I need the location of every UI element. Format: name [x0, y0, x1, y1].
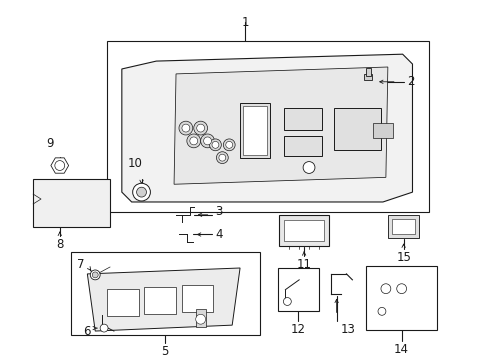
Bar [284, 136, 321, 156]
Bar [391, 219, 415, 234]
Bar [364, 74, 371, 80]
Polygon shape [87, 268, 240, 331]
Bar [107, 41, 428, 212]
Text: 13: 13 [340, 323, 355, 336]
Circle shape [193, 121, 207, 135]
Text: 4: 4 [215, 228, 223, 241]
Bar [33, 179, 110, 226]
Bar [365, 68, 370, 76]
Text: 15: 15 [395, 251, 410, 264]
Circle shape [203, 137, 211, 145]
Circle shape [223, 139, 235, 151]
Text: 6: 6 [82, 325, 90, 338]
Bar [243, 107, 266, 155]
Circle shape [219, 154, 225, 161]
Circle shape [90, 270, 100, 280]
Bar [387, 215, 419, 238]
Circle shape [186, 134, 200, 148]
Text: 5: 5 [161, 345, 168, 358]
Circle shape [92, 272, 98, 278]
Bar [240, 103, 269, 158]
Bar [277, 268, 318, 311]
Circle shape [195, 314, 205, 324]
Bar [284, 220, 323, 242]
Bar [366, 266, 436, 330]
Circle shape [303, 162, 314, 174]
Circle shape [196, 124, 204, 132]
Bar [284, 108, 321, 130]
Polygon shape [174, 67, 387, 184]
Text: 10: 10 [127, 157, 142, 170]
Circle shape [225, 141, 232, 148]
Circle shape [200, 134, 214, 148]
Circle shape [396, 284, 406, 294]
Bar [279, 215, 328, 246]
Bar [195, 309, 205, 327]
Text: 9: 9 [46, 137, 54, 150]
Circle shape [380, 284, 390, 294]
Text: 14: 14 [393, 343, 408, 356]
Bar [182, 285, 213, 312]
Text: 8: 8 [56, 238, 63, 251]
Circle shape [100, 324, 108, 332]
Circle shape [283, 298, 291, 305]
Circle shape [182, 124, 189, 132]
Bar [372, 123, 392, 138]
Circle shape [136, 187, 146, 197]
Polygon shape [51, 158, 68, 173]
Text: 1: 1 [241, 16, 248, 29]
Circle shape [209, 139, 221, 151]
Circle shape [55, 161, 64, 170]
Text: 7: 7 [77, 257, 84, 271]
Bar [107, 289, 138, 316]
Text: 3: 3 [215, 205, 223, 218]
Text: 2: 2 [407, 75, 414, 88]
Bar [70, 252, 259, 335]
Bar [333, 108, 380, 150]
Circle shape [377, 307, 385, 315]
Polygon shape [122, 54, 412, 202]
Bar [144, 287, 176, 314]
Circle shape [212, 141, 219, 148]
Circle shape [189, 137, 197, 145]
Circle shape [179, 121, 192, 135]
Circle shape [132, 183, 150, 201]
Text: 11: 11 [296, 258, 311, 271]
Circle shape [216, 152, 228, 163]
Text: 12: 12 [290, 323, 305, 336]
